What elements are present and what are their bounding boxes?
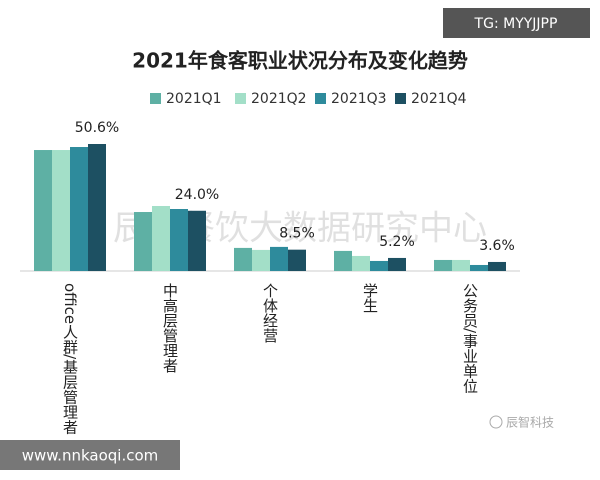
bar bbox=[470, 264, 488, 271]
x-tick-label: 中高层管理者 bbox=[161, 283, 179, 373]
bar bbox=[334, 250, 352, 271]
brand-icon bbox=[489, 415, 503, 429]
x-tick-label: 个体经营 bbox=[261, 283, 279, 343]
value-label: 5.2% bbox=[379, 234, 415, 250]
bar bbox=[88, 144, 106, 271]
legend-label: 2021Q1 bbox=[166, 91, 222, 107]
legend-label: 2021Q4 bbox=[411, 91, 467, 107]
x-tick-label: 学生 bbox=[361, 283, 379, 313]
bar bbox=[234, 247, 252, 271]
bar bbox=[488, 261, 506, 271]
bar bbox=[34, 150, 52, 271]
value-label: 24.0% bbox=[175, 187, 219, 203]
x-tick-label: 公务员/事业单位 bbox=[461, 283, 479, 393]
bar bbox=[170, 209, 188, 271]
bar bbox=[52, 150, 70, 271]
legend-swatch bbox=[395, 93, 406, 104]
value-label: 8.5% bbox=[279, 226, 315, 242]
badge-box bbox=[443, 8, 590, 38]
bar bbox=[252, 249, 270, 271]
bar bbox=[134, 212, 152, 271]
bar bbox=[70, 147, 88, 271]
legend-swatch bbox=[315, 93, 326, 104]
brand: 辰智科技 bbox=[506, 415, 554, 430]
bar bbox=[188, 210, 206, 271]
bar bbox=[370, 260, 388, 271]
bar bbox=[288, 249, 306, 271]
chart-title: 2021年食客职业状况分布及变化趋势 bbox=[132, 49, 468, 73]
legend-swatch bbox=[150, 93, 161, 104]
legend-label: 2021Q3 bbox=[331, 91, 387, 107]
value-label: 50.6% bbox=[75, 120, 119, 136]
legend-label: 2021Q2 bbox=[251, 91, 307, 107]
bar bbox=[270, 246, 288, 271]
bar bbox=[434, 259, 452, 271]
legend-swatch bbox=[235, 93, 246, 104]
bar bbox=[452, 259, 470, 271]
x-tick-label: office人群/基层管理者 bbox=[61, 283, 79, 434]
badge: TG: MYYJJPP bbox=[474, 16, 558, 32]
site: www.nnkaoqi.com bbox=[22, 447, 159, 465]
bar bbox=[352, 255, 370, 271]
site-box bbox=[0, 440, 180, 470]
bar bbox=[388, 257, 406, 271]
value-label: 3.6% bbox=[479, 238, 515, 254]
bar bbox=[152, 205, 170, 271]
